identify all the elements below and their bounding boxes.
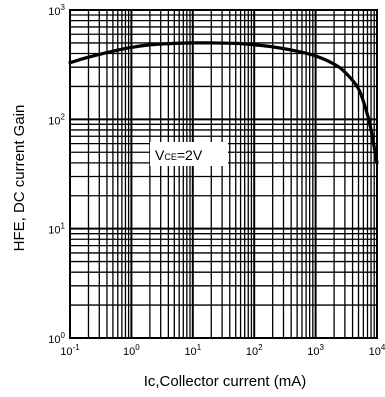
plot-frame bbox=[69, 9, 378, 339]
y-axis-label: HFE, DC current Gain bbox=[11, 105, 28, 252]
x-tick-label: 102 bbox=[246, 343, 263, 358]
y-tick-label: 101 bbox=[48, 222, 65, 237]
y-tick-label: 100 bbox=[48, 331, 65, 346]
x-tick-label: 101 bbox=[184, 343, 201, 358]
x-axis-label: Ic,Collector current (mA) bbox=[144, 373, 307, 390]
x-tick-label: 100 bbox=[123, 343, 140, 358]
x-tick-label: 10-1 bbox=[60, 343, 80, 358]
x-tick-label: 103 bbox=[307, 343, 324, 358]
y-tick-label: 102 bbox=[48, 112, 65, 127]
annotation-box bbox=[150, 142, 228, 166]
x-tick-label: 104 bbox=[369, 343, 385, 358]
series-line bbox=[68, 41, 379, 165]
annotation: VCE=2V bbox=[150, 142, 228, 166]
grid bbox=[70, 10, 377, 338]
annotation-text: VCE=2V bbox=[155, 147, 203, 163]
y-tick-label: 103 bbox=[48, 3, 65, 18]
